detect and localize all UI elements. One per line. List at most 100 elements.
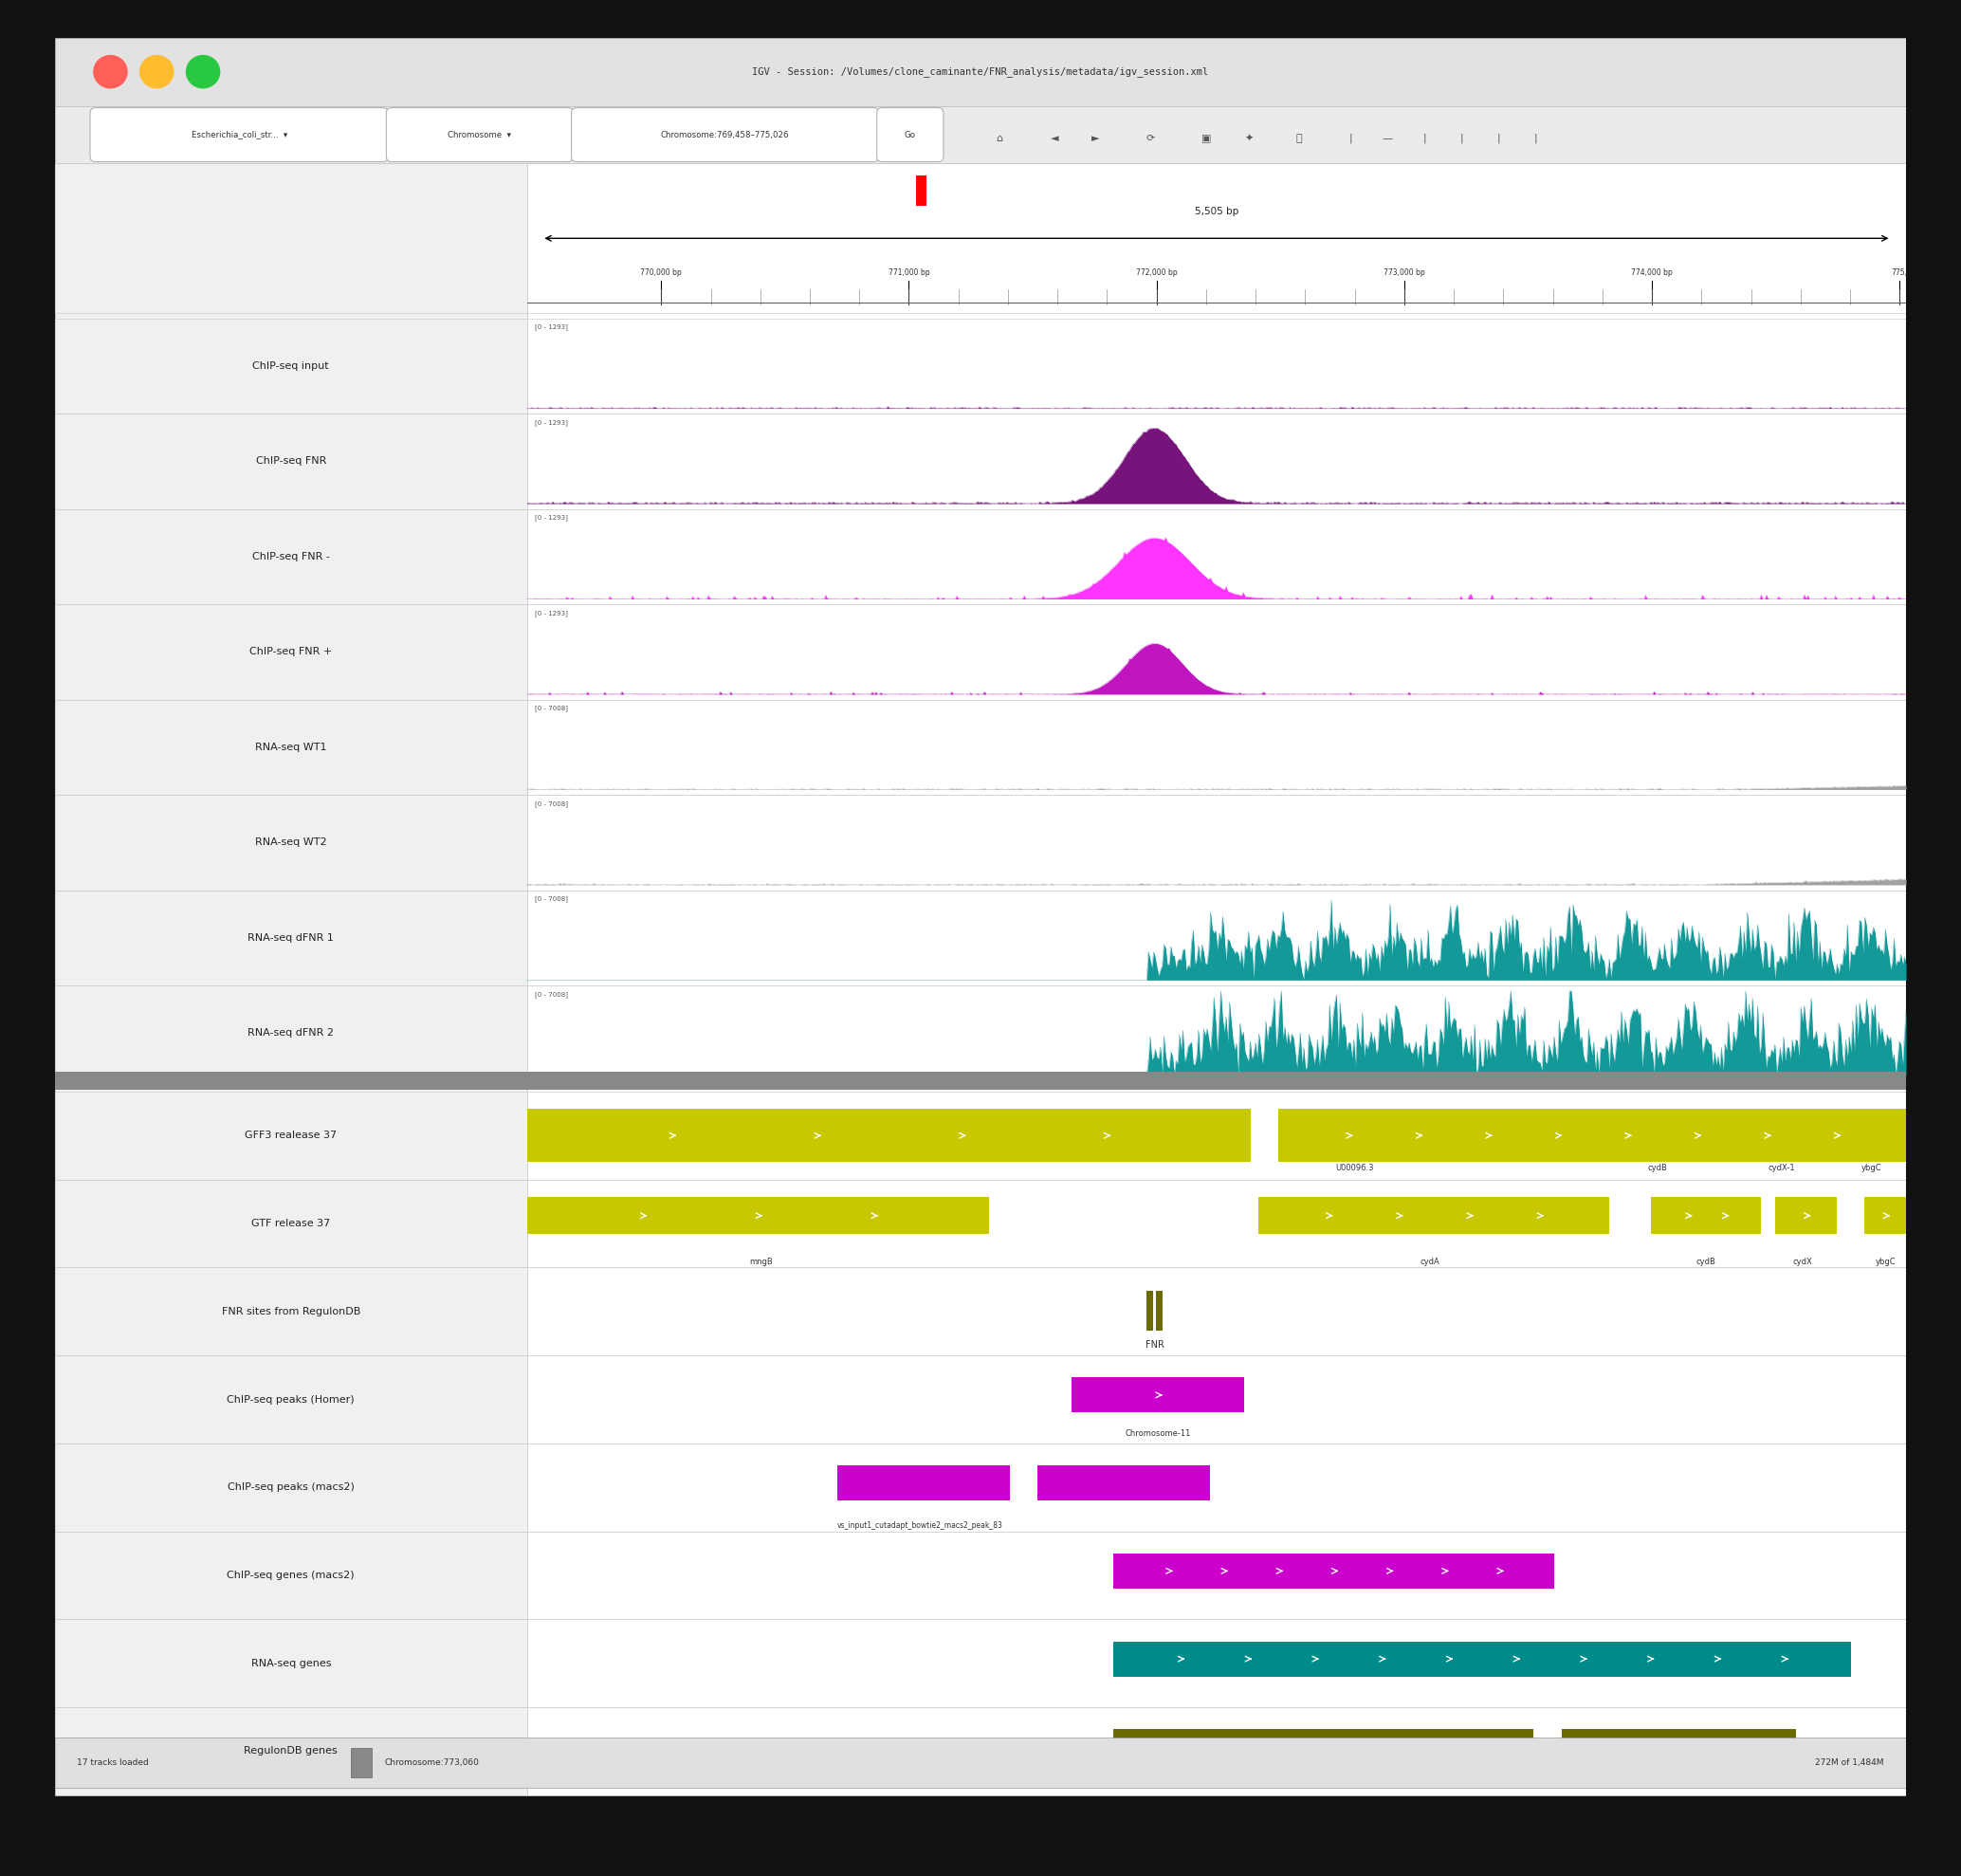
Text: [0 - 1293]: [0 - 1293] — [533, 610, 567, 615]
Text: Chromosome  ▾: Chromosome ▾ — [447, 131, 512, 139]
Bar — [55, 1531, 528, 1619]
Bar — [528, 1268, 1906, 1356]
Text: ChIP-seq FNR +: ChIP-seq FNR + — [249, 647, 331, 657]
Text: ⟳: ⟳ — [1147, 133, 1155, 143]
Text: —: — — [1383, 133, 1392, 143]
Text: RNA-seq WT1: RNA-seq WT1 — [255, 743, 327, 752]
Text: cydX: cydX — [1792, 1257, 1812, 1266]
Text: |: | — [1424, 133, 1426, 143]
Text: 🗨: 🗨 — [1296, 133, 1302, 143]
Bar — [528, 604, 1906, 700]
Text: 774,000 bp: 774,000 bp — [1632, 268, 1673, 278]
Text: [0 - 1293]: [0 - 1293] — [533, 325, 567, 330]
Text: |: | — [1534, 133, 1537, 143]
Bar — [55, 1443, 528, 1531]
Text: 772,000 bp: 772,000 bp — [1135, 268, 1177, 278]
Text: mngB: mngB — [749, 1257, 773, 1266]
Bar — [55, 985, 528, 1081]
Text: [0 - 7008]: [0 - 7008] — [533, 801, 567, 807]
Text: RNA-seq WT2: RNA-seq WT2 — [255, 839, 327, 848]
Text: ✦: ✦ — [1245, 133, 1253, 143]
Bar — [55, 1071, 1906, 1090]
Text: ◄: ◄ — [1051, 133, 1059, 143]
Bar — [1114, 1730, 1534, 1765]
Text: GFF3 realease 37: GFF3 realease 37 — [245, 1131, 337, 1141]
Bar — [55, 415, 528, 508]
Bar — [1157, 1291, 1163, 1330]
Bar — [528, 415, 1906, 508]
Text: 272M of 1,484M: 272M of 1,484M — [1816, 1758, 1885, 1767]
Text: RegulonDB genes: RegulonDB genes — [243, 1747, 337, 1756]
Text: [0 - 7008]: [0 - 7008] — [533, 705, 567, 711]
Bar — [528, 319, 1906, 415]
Bar — [528, 891, 1906, 985]
Bar — [528, 1531, 1906, 1619]
Bar — [528, 1109, 1251, 1161]
Bar — [55, 38, 1906, 105]
Bar — [1037, 1465, 1210, 1501]
Bar — [55, 319, 528, 415]
Text: U00096.3: U00096.3 — [1335, 1163, 1373, 1172]
Bar — [1279, 1109, 1906, 1161]
Circle shape — [94, 56, 127, 88]
Circle shape — [186, 56, 220, 88]
Bar — [528, 1619, 1906, 1707]
Bar — [528, 163, 1906, 313]
FancyBboxPatch shape — [571, 107, 879, 161]
Text: ChIP-seq peaks (Homer): ChIP-seq peaks (Homer) — [227, 1394, 355, 1403]
Bar — [528, 985, 1906, 1081]
Text: Escherichia_coli_str...  ▾: Escherichia_coli_str... ▾ — [190, 131, 286, 139]
Text: ChIP-seq peaks (macs2): ChIP-seq peaks (macs2) — [227, 1482, 355, 1491]
Bar — [1114, 1553, 1555, 1589]
Bar — [528, 1443, 1906, 1531]
Text: 770,000 bp: 770,000 bp — [641, 268, 682, 278]
Text: |: | — [1349, 133, 1353, 143]
Text: cydB: cydB — [1647, 1163, 1667, 1172]
Text: ChIP-seq FNR: ChIP-seq FNR — [255, 456, 326, 465]
Text: 775,: 775, — [1892, 268, 1908, 278]
Bar — [55, 1737, 1906, 1788]
FancyBboxPatch shape — [386, 107, 573, 161]
Bar — [528, 1356, 1906, 1443]
FancyBboxPatch shape — [877, 107, 943, 161]
Text: |: | — [1461, 133, 1463, 143]
Text: RNA-seq dFNR 1: RNA-seq dFNR 1 — [247, 932, 333, 942]
Bar — [55, 163, 528, 313]
Text: FNR: FNR — [1145, 1341, 1165, 1351]
Text: ChIP-seq genes (macs2): ChIP-seq genes (macs2) — [227, 1570, 355, 1580]
Bar — [55, 700, 528, 795]
Text: ▣: ▣ — [1202, 133, 1212, 143]
Text: ybgC: ybgC — [1861, 1163, 1883, 1172]
Bar — [1561, 1730, 1796, 1765]
Bar — [1865, 1197, 1906, 1234]
Text: Chromosome:773,060: Chromosome:773,060 — [384, 1758, 478, 1767]
Text: RNA-seq dFNR 2: RNA-seq dFNR 2 — [247, 1028, 333, 1037]
Text: 17 tracks loaded: 17 tracks loaded — [76, 1758, 149, 1767]
Text: [0 - 1293]: [0 - 1293] — [533, 418, 567, 426]
Bar — [55, 508, 528, 604]
Text: [0 - 1293]: [0 - 1293] — [533, 514, 567, 522]
Bar — [837, 1465, 1010, 1501]
Bar — [528, 1197, 988, 1234]
Text: IGV - Session: /Volumes/clone_caminante/FNR_analysis/metadata/igv_session.xml: IGV - Session: /Volumes/clone_caminante/… — [753, 66, 1208, 77]
Text: ChIP-seq FNR -: ChIP-seq FNR - — [253, 552, 329, 561]
Text: cydX-1: cydX-1 — [1769, 1163, 1796, 1172]
Bar — [528, 795, 1906, 891]
Bar — [1651, 1197, 1761, 1234]
Bar — [351, 1748, 371, 1777]
Text: ►: ► — [1090, 133, 1100, 143]
Text: |: | — [1496, 133, 1500, 143]
Bar — [55, 1268, 528, 1356]
Circle shape — [139, 56, 173, 88]
Bar — [528, 700, 1906, 795]
Text: FNR sites from RegulonDB: FNR sites from RegulonDB — [222, 1308, 361, 1317]
Bar — [1114, 1642, 1851, 1677]
Text: ybgC: ybgC — [1875, 1257, 1896, 1266]
Bar — [55, 891, 528, 985]
Text: GTF release 37: GTF release 37 — [251, 1219, 329, 1229]
Bar — [55, 163, 528, 1788]
Bar — [55, 1707, 528, 1795]
Bar — [528, 1180, 1906, 1268]
Bar — [528, 508, 1906, 604]
Bar — [528, 1707, 1906, 1795]
